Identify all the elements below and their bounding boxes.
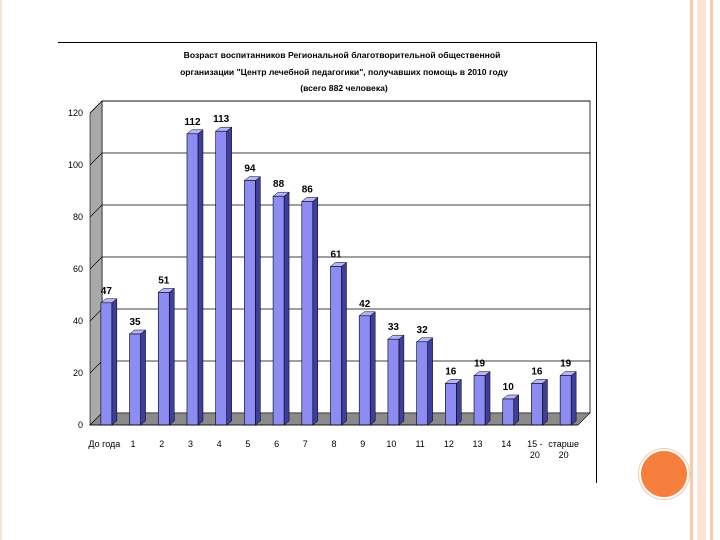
- bar: [244, 180, 256, 426]
- data-label: 33: [388, 322, 400, 333]
- x-tick-label: 2: [159, 439, 164, 449]
- bar: [100, 302, 113, 426]
- data-label: 10: [503, 382, 515, 393]
- bar: [330, 266, 342, 426]
- accent-circle: [639, 449, 689, 499]
- bar-side: [283, 191, 290, 426]
- bar-side: [312, 196, 319, 426]
- data-label: 16: [445, 366, 457, 377]
- x-tick-label: 14: [501, 439, 511, 449]
- bar-side: [542, 378, 548, 426]
- bar-side: [169, 287, 175, 426]
- bar: [186, 133, 199, 426]
- decor-stripe-left: [0, 0, 2, 540]
- bar: [129, 333, 141, 426]
- bar: [473, 375, 486, 426]
- y-tick-label: 60: [73, 264, 83, 274]
- bar-side: [570, 371, 577, 426]
- bar-side: [427, 337, 433, 426]
- bar-side: [197, 129, 204, 426]
- grid-line-diag: [89, 360, 103, 374]
- bar: [531, 383, 543, 426]
- chart-title-line-3: (всего 882 человека): [300, 83, 388, 93]
- grid-line-diag: [89, 256, 103, 270]
- x-tick-label: 9: [360, 439, 365, 449]
- bar-side: [484, 371, 491, 426]
- x-tick-label: 7: [303, 439, 308, 449]
- bar: [559, 375, 572, 426]
- x-tick-label: 10: [386, 439, 396, 449]
- chart-title: Возраст воспитанников Региональной благо…: [180, 50, 508, 93]
- data-label: 19: [560, 359, 572, 370]
- data-label: 47: [101, 286, 113, 297]
- data-label: 61: [330, 249, 342, 260]
- decor-stripe-2: [697, 0, 706, 540]
- y-tick-label: 100: [68, 160, 83, 170]
- decor-stripe-3: [710, 0, 713, 540]
- x-tick-label: 13: [473, 439, 483, 449]
- x-tick-label: 6: [274, 439, 279, 449]
- data-label: 19: [474, 359, 486, 370]
- bar-side: [513, 394, 519, 426]
- decor-stripe-1: [690, 0, 693, 540]
- y-tick-label: 80: [73, 212, 83, 222]
- data-label: 16: [531, 366, 543, 377]
- grid-line-diag: [89, 100, 103, 114]
- y-tick-label: 120: [68, 108, 83, 118]
- x-tick-label: 8: [331, 439, 336, 449]
- data-label: 88: [273, 179, 285, 190]
- bar: [445, 383, 457, 426]
- bar: [387, 338, 400, 426]
- x-tick-label: 3: [188, 439, 193, 449]
- data-label: 112: [184, 117, 201, 128]
- x-tick-label: 4: [217, 439, 222, 449]
- data-label: 113: [213, 114, 230, 125]
- bar-side: [398, 334, 405, 426]
- data-label: 35: [129, 317, 141, 328]
- data-label: 86: [302, 184, 314, 195]
- bar: [301, 201, 314, 426]
- bar-side: [255, 176, 261, 426]
- bar: [215, 130, 227, 426]
- x-tick-label: 5: [245, 439, 250, 449]
- data-label: 94: [244, 164, 256, 175]
- grid-line-diag: [89, 308, 103, 322]
- x-tick-label: 11: [415, 439, 424, 449]
- x-tick-label: 20: [559, 450, 569, 460]
- x-tick-label: старше: [548, 439, 579, 449]
- bar-side: [226, 126, 232, 426]
- bar-side: [341, 261, 347, 426]
- chart-title-line-1: Возраст воспитанников Региональной благо…: [184, 50, 501, 60]
- grid-line-diag: [89, 152, 103, 166]
- bar: [272, 195, 285, 426]
- y-tick-label: 40: [73, 316, 83, 326]
- x-tick-label: 15 -: [527, 439, 543, 449]
- bar-side: [111, 298, 118, 426]
- bar: [416, 341, 428, 426]
- data-label: 51: [158, 275, 170, 286]
- bar: [358, 315, 371, 426]
- x-tick-label: 1: [131, 439, 136, 449]
- x-tick-label: До года: [88, 439, 120, 449]
- x-tick-label: 12: [444, 439, 454, 449]
- data-label: 32: [417, 325, 429, 336]
- x-tick-label: 20: [530, 450, 540, 460]
- y-tick-label: 20: [73, 368, 83, 378]
- grid-line-diag: [89, 204, 103, 218]
- bar-side: [456, 378, 462, 426]
- bar-side: [369, 311, 376, 426]
- data-label: 42: [359, 299, 371, 310]
- y-tick-label: 0: [78, 420, 83, 430]
- bar: [157, 292, 170, 426]
- chart-title-line-2: организации "Центр лечебной педагогики",…: [180, 67, 508, 77]
- bar-side: [140, 329, 146, 426]
- bar: [502, 398, 515, 426]
